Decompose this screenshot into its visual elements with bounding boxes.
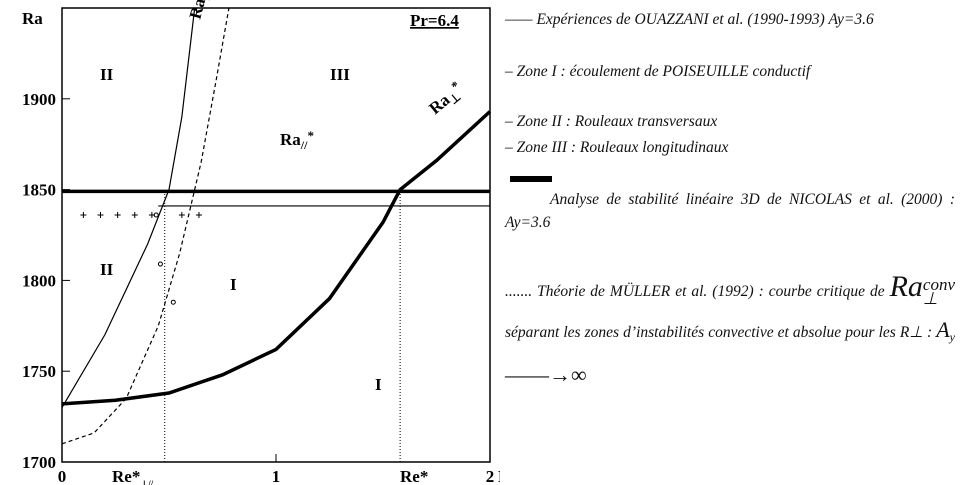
marker xyxy=(114,212,121,219)
x-marker-label: Re* xyxy=(400,467,428,485)
series-line xyxy=(61,7,230,445)
x-tick-label: 1 xyxy=(272,467,281,485)
x-marker-label: Re*⊥// xyxy=(112,467,154,485)
label-sub: // xyxy=(300,138,308,152)
marker xyxy=(170,299,176,305)
marker xyxy=(195,212,202,219)
legend-arrow: ——→∞ xyxy=(505,362,587,388)
series-line xyxy=(61,7,196,408)
legend-item: ....... Théorie de MÜLLER et al. (1992) … xyxy=(505,268,955,397)
legend-item: – Zone II : Rouleaux transversaux xyxy=(505,113,718,130)
y-tick-label: 1900 xyxy=(22,90,56,109)
curve-label: Ra⊥conv xyxy=(184,0,222,22)
y-tick-label: 1800 xyxy=(22,271,56,290)
zone-label: I xyxy=(375,375,382,394)
legend-sub: y xyxy=(949,330,955,345)
plot-frame xyxy=(61,7,491,463)
label-sub: ⊥// xyxy=(140,479,153,485)
marker xyxy=(157,261,163,267)
label-sub: ⊥ xyxy=(199,0,215,2)
y-tick-label: 1750 xyxy=(22,362,56,381)
label: Ra xyxy=(280,130,301,149)
curve-label: Ra//* xyxy=(280,128,314,152)
y-axis-label: Ra xyxy=(22,9,43,28)
legend-sup: conv xyxy=(922,275,955,295)
y-tick-label: 1700 xyxy=(22,453,56,472)
marker xyxy=(178,212,185,219)
legend-sub: ⊥ xyxy=(922,289,938,309)
chart: 17001750180018501900012RaRePr=6.4IIIIIII… xyxy=(22,0,500,485)
zone-label: II xyxy=(100,260,114,279)
legend-text: ....... Théorie de MÜLLER et al. (1992) … xyxy=(505,283,885,300)
marker xyxy=(153,212,159,218)
label: Re* xyxy=(400,467,428,485)
series-line xyxy=(61,110,492,406)
label: Re* xyxy=(112,467,140,485)
y-tick-label: 1850 xyxy=(22,181,56,200)
legend-symbol: Ra xyxy=(889,270,923,303)
legend-item: Analyse de stabilité linéaire 3D de NICO… xyxy=(505,191,955,231)
zone-label: I xyxy=(230,275,237,294)
marker xyxy=(97,212,104,219)
marker xyxy=(131,212,138,219)
x-axis-label: Re xyxy=(498,467,500,485)
legend-swatch xyxy=(510,176,552,182)
legend-item: – Zone I : écoulement de POISEUILLE cond… xyxy=(505,63,811,80)
label-sup: * xyxy=(307,128,314,143)
zone-label: III xyxy=(330,65,350,84)
zone-label: II xyxy=(100,65,114,84)
annotation: Pr=6.4 xyxy=(410,11,459,30)
legend-item: – Zone III : Rouleaux longitudinaux xyxy=(505,139,729,156)
legend-text: séparant les zones d’instabilités convec… xyxy=(505,324,933,341)
x-tick-label: 0 xyxy=(58,467,67,485)
x-tick-label: 2 xyxy=(486,467,495,485)
legend-symbol: A xyxy=(936,317,950,342)
label-sup: * xyxy=(448,78,463,94)
curve-label: Ra⊥* xyxy=(424,78,468,121)
marker xyxy=(80,212,87,219)
legend-item: —— Expériences de OUAZZANI et al. (1990-… xyxy=(505,11,874,28)
label: Ra xyxy=(186,0,210,21)
